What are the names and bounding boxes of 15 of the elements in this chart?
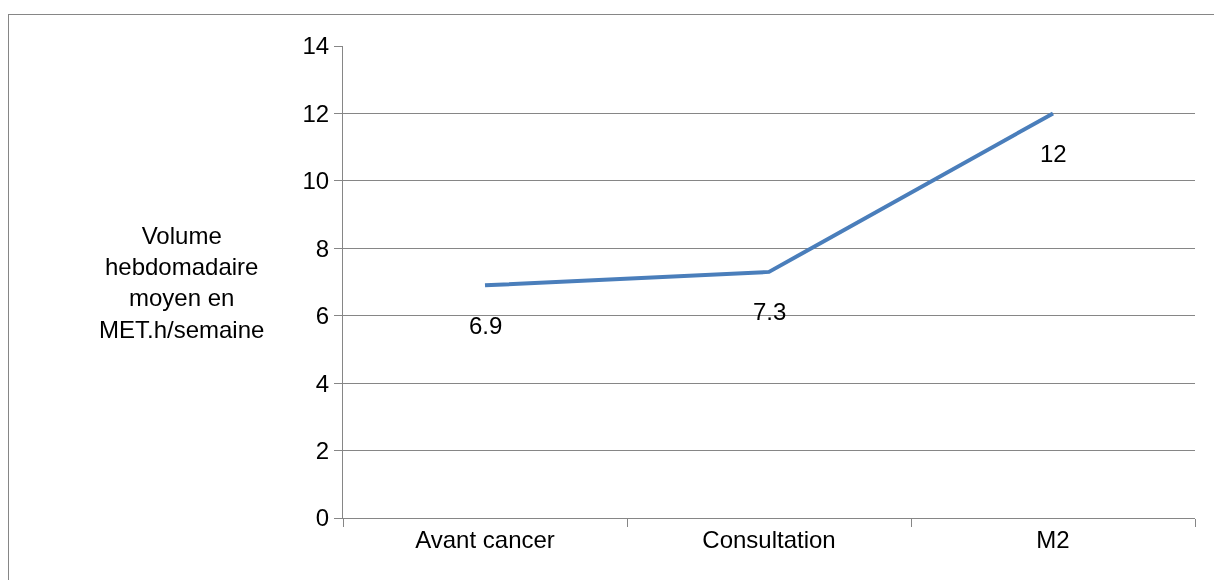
data-label: 7.3 (753, 298, 787, 325)
y-tick-label: 8 (315, 234, 330, 262)
x-tick-label: Avant cancer (415, 525, 555, 553)
data-label: 6.9 (469, 312, 503, 339)
data-label: 12 (1040, 140, 1067, 167)
y-tick-label: 4 (315, 369, 330, 397)
y-tick-label: 6 (315, 302, 330, 330)
y-axis-title: Volume hebdomadaire moyen en MET.h/semaine (99, 222, 265, 343)
y-tick-label: 14 (302, 32, 330, 60)
y-tick-label: 0 (315, 504, 330, 532)
x-tick-label: Consultation (702, 525, 836, 553)
y-tick-label: 10 (302, 167, 330, 195)
y-tick-label: 12 (302, 99, 330, 127)
y-tick-label: 2 (315, 436, 330, 464)
x-tick-label: M2 (1036, 525, 1070, 553)
